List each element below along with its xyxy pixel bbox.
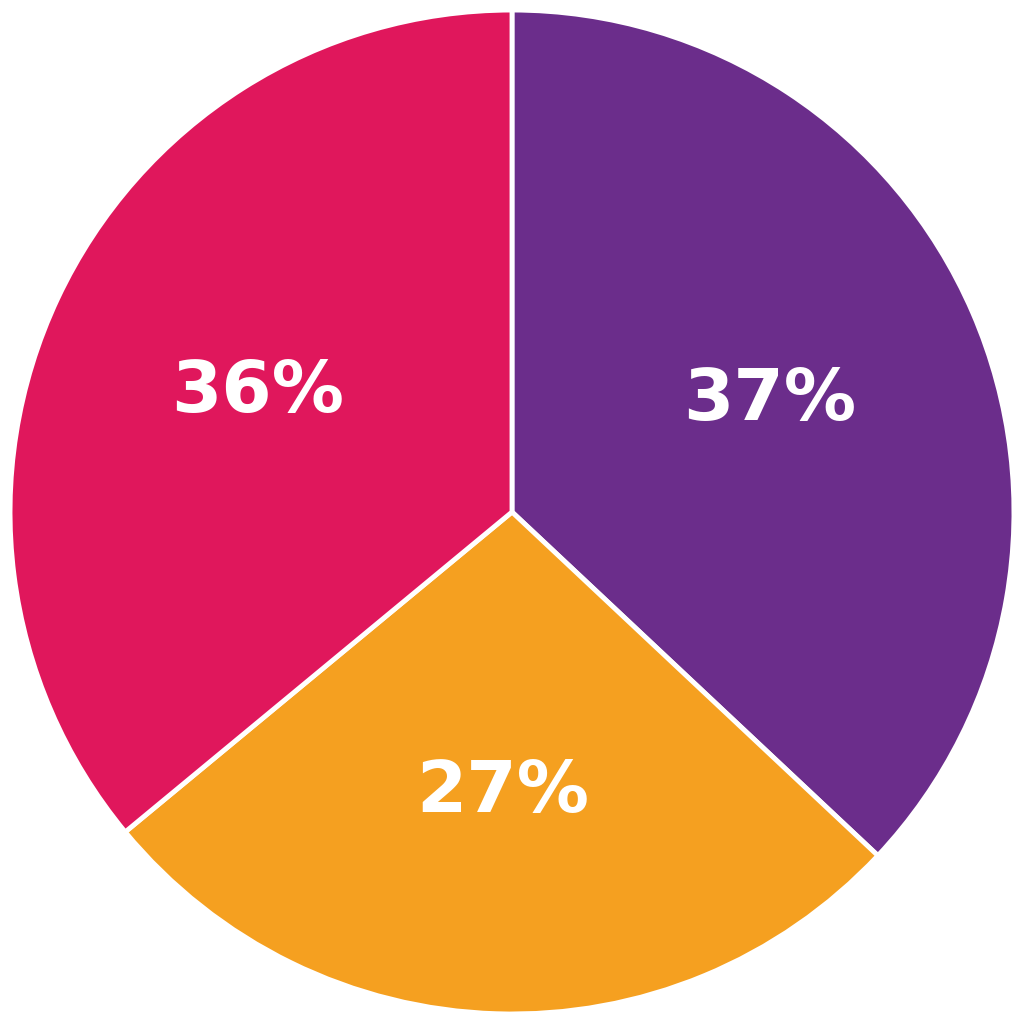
Wedge shape — [125, 512, 878, 1014]
Wedge shape — [512, 10, 1014, 856]
Text: 27%: 27% — [417, 759, 590, 827]
Wedge shape — [10, 10, 512, 831]
Text: 37%: 37% — [683, 366, 856, 435]
Text: 36%: 36% — [171, 357, 344, 427]
